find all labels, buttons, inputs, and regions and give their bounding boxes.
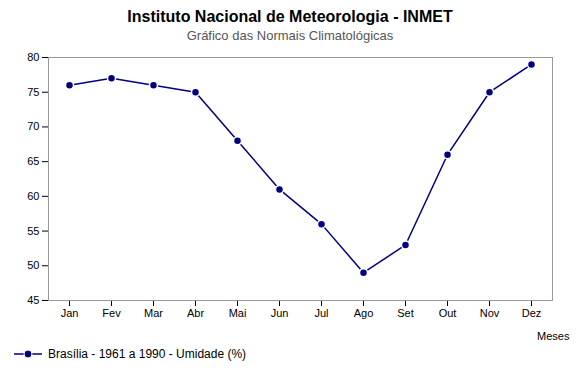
svg-text:55: 55 xyxy=(27,225,39,237)
svg-text:70: 70 xyxy=(27,120,39,132)
html-text:Instituto Nacional de Meteorol: Instituto Nacional de Meteorologia - INM… xyxy=(127,8,453,25)
svg-text:Mai: Mai xyxy=(229,307,247,319)
svg-text:60: 60 xyxy=(27,190,39,202)
svg-text:65: 65 xyxy=(27,155,39,167)
svg-text:Abr: Abr xyxy=(187,307,204,319)
svg-text:Jan: Jan xyxy=(61,307,79,319)
svg-text:Ago: Ago xyxy=(354,307,374,319)
html-text:Brasília - 1961 a 1990 - Umida: Brasília - 1961 a 1990 - Umidade (%) xyxy=(48,347,247,361)
svg-text:Dez: Dez xyxy=(522,307,542,319)
svg-text:Fev: Fev xyxy=(102,307,121,319)
svg-text:Jul: Jul xyxy=(314,307,328,319)
html-text:Gráfico das Normais Climatológ: Gráfico das Normais Climatológicas xyxy=(186,28,394,43)
svg-text:75: 75 xyxy=(27,86,39,98)
svg-text:80: 80 xyxy=(27,51,39,63)
svg-text:45: 45 xyxy=(27,294,39,306)
svg-text:Meses: Meses xyxy=(537,330,570,342)
svg-text:Set: Set xyxy=(397,307,414,319)
svg-text:Out: Out xyxy=(439,307,457,319)
svg-text:Mar: Mar xyxy=(144,307,163,319)
svg-text:Jun: Jun xyxy=(271,307,289,319)
svg-text:Nov: Nov xyxy=(480,307,500,319)
svg-text:50: 50 xyxy=(27,259,39,271)
